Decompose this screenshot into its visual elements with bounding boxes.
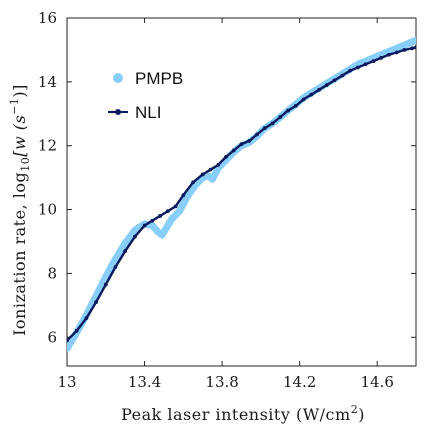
x-axis-label-superscript: 2 <box>351 403 359 416</box>
series-layer <box>67 36 416 352</box>
x-axis-label: Peak laser intensity (W/cm2) <box>121 403 365 424</box>
series-point-nli <box>394 50 399 55</box>
series-point-nli <box>224 154 228 159</box>
series-point-nli <box>286 108 290 113</box>
series-point-nli <box>293 103 298 108</box>
series-point-nli <box>402 48 407 52</box>
series-point-nli <box>191 180 195 185</box>
series-point-nli <box>181 193 186 198</box>
x-tick-label: 13.8 <box>205 373 238 391</box>
legend: PMPB NLI <box>108 69 183 122</box>
series-point-nli <box>165 209 170 214</box>
series-point-nli <box>332 78 337 83</box>
y-axis-label: Ionization rate, log10[w (s−1)] <box>8 84 32 336</box>
series-point-nli <box>270 121 275 126</box>
y-tick-label: 14 <box>38 73 57 91</box>
series-point-nli <box>247 139 252 143</box>
series-point-nli <box>278 115 283 119</box>
plot-border <box>66 17 417 367</box>
series-point-nli <box>363 62 368 67</box>
series-point-nli <box>231 148 236 153</box>
series-point-nli <box>379 56 383 60</box>
series-point-nli <box>386 52 391 57</box>
legend-label-nli: NLI <box>135 103 161 122</box>
series-point-nli <box>84 316 89 321</box>
series-point-nli <box>239 142 244 147</box>
x-axis-label-close: ) <box>358 405 365 424</box>
y-tick-label: 12 <box>38 137 57 155</box>
series-point-nli <box>414 45 416 50</box>
y-tick-label: 8 <box>47 264 57 282</box>
legend-label-pmpb: PMPB <box>135 69 183 88</box>
series-line-nli <box>67 46 416 342</box>
series-point-nli <box>150 218 155 223</box>
series-point-nli <box>309 92 314 97</box>
y-tick-label: 16 <box>38 9 57 27</box>
y-axis-ticks: 6 8 10 12 14 16 <box>38 9 416 346</box>
series-point-nli <box>158 214 162 218</box>
plot-frame <box>66 17 417 367</box>
series-point-nli <box>94 300 98 305</box>
series-point-nli <box>324 83 329 87</box>
y-tick-label: 6 <box>47 328 57 346</box>
x-tick-label: 13.4 <box>128 373 161 391</box>
series-point-nli <box>340 73 345 78</box>
series-point-nli <box>355 65 360 70</box>
series-point-nli <box>301 97 306 102</box>
series-line-pmpb <box>67 36 416 352</box>
series-point-nli <box>67 338 69 343</box>
series-point-nli <box>103 282 108 287</box>
y-axis-label-tail: [w (s <box>10 115 29 157</box>
y-axis-label-end: )] <box>10 84 29 97</box>
x-tick-label: 13 <box>57 373 76 391</box>
series-point-nli <box>132 234 137 239</box>
y-axis-label-subscript: 10 <box>19 157 32 172</box>
x-tick-label: 14.2 <box>283 373 316 391</box>
x-tick-label: 14.6 <box>361 373 394 391</box>
series-point-nli <box>371 59 376 64</box>
series-point-nli <box>74 328 79 333</box>
series-point-nli <box>216 162 221 167</box>
series-point-nli <box>123 249 128 253</box>
series-point-nli <box>113 265 118 269</box>
series-point-nli <box>317 87 321 92</box>
series-point-nli <box>410 46 415 51</box>
legend-marker-nli <box>115 109 121 115</box>
series-point-nli <box>200 172 205 177</box>
y-axis-label-superscript: −1 <box>8 98 21 115</box>
legend-marker-pmpb <box>113 73 123 83</box>
series-point-nli <box>208 167 213 172</box>
x-axis-ticks: 13 13.4 13.8 14.2 14.6 <box>57 18 394 391</box>
series-point-nli <box>348 68 352 73</box>
series-point-nli <box>255 132 259 137</box>
series-point-nli <box>173 204 178 209</box>
series-point-nli <box>142 223 147 228</box>
y-tick-label: 10 <box>38 201 57 219</box>
series-point-nli <box>262 126 267 131</box>
